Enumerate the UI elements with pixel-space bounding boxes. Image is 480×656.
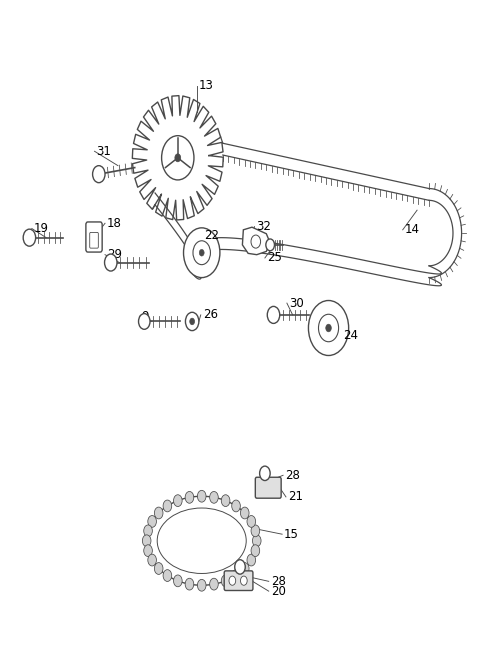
FancyBboxPatch shape xyxy=(224,571,253,590)
Text: 24: 24 xyxy=(343,329,359,342)
Text: 31: 31 xyxy=(96,145,111,157)
Circle shape xyxy=(251,544,260,556)
Text: 18: 18 xyxy=(107,216,122,230)
Circle shape xyxy=(267,306,280,323)
Circle shape xyxy=(174,495,182,506)
Circle shape xyxy=(326,324,331,332)
Circle shape xyxy=(163,500,172,512)
Circle shape xyxy=(144,544,152,556)
FancyBboxPatch shape xyxy=(90,232,98,248)
Circle shape xyxy=(174,575,182,586)
Text: 28: 28 xyxy=(285,469,300,482)
Circle shape xyxy=(197,579,206,591)
Circle shape xyxy=(185,491,194,503)
Circle shape xyxy=(197,490,206,502)
Circle shape xyxy=(252,535,261,546)
Circle shape xyxy=(199,249,204,256)
Circle shape xyxy=(235,560,245,574)
Text: 30: 30 xyxy=(289,297,303,310)
Circle shape xyxy=(93,166,105,182)
Text: 21: 21 xyxy=(288,491,303,503)
Text: 25: 25 xyxy=(267,251,282,264)
Circle shape xyxy=(266,239,275,251)
Circle shape xyxy=(148,554,156,566)
Circle shape xyxy=(210,491,218,503)
Circle shape xyxy=(240,576,247,585)
Text: 28: 28 xyxy=(271,575,286,588)
Circle shape xyxy=(163,569,172,581)
Circle shape xyxy=(251,525,260,537)
Circle shape xyxy=(240,563,249,575)
Circle shape xyxy=(210,578,218,590)
Circle shape xyxy=(221,575,230,586)
FancyBboxPatch shape xyxy=(255,478,281,498)
Circle shape xyxy=(240,507,249,519)
Circle shape xyxy=(247,516,256,527)
Text: 15: 15 xyxy=(284,527,299,541)
Circle shape xyxy=(260,466,270,481)
Text: 13: 13 xyxy=(199,79,214,92)
Circle shape xyxy=(155,507,163,519)
Circle shape xyxy=(155,563,163,575)
Circle shape xyxy=(23,229,36,246)
Circle shape xyxy=(185,578,194,590)
Circle shape xyxy=(232,569,240,581)
Circle shape xyxy=(143,535,151,546)
Text: 32: 32 xyxy=(256,220,271,233)
Circle shape xyxy=(221,495,230,506)
Text: 29: 29 xyxy=(107,248,122,261)
Circle shape xyxy=(144,525,152,537)
Circle shape xyxy=(183,228,220,277)
Circle shape xyxy=(105,254,117,271)
Circle shape xyxy=(148,516,156,527)
Circle shape xyxy=(229,576,236,585)
Circle shape xyxy=(232,500,240,512)
Circle shape xyxy=(175,154,180,162)
Circle shape xyxy=(193,241,210,264)
Text: 19: 19 xyxy=(34,222,48,235)
Circle shape xyxy=(247,554,256,566)
Text: 26: 26 xyxy=(203,308,217,321)
Polygon shape xyxy=(242,227,270,255)
Text: 22: 22 xyxy=(204,228,218,241)
Circle shape xyxy=(319,314,338,342)
Circle shape xyxy=(139,314,150,329)
Circle shape xyxy=(309,300,348,356)
Circle shape xyxy=(185,312,199,331)
Circle shape xyxy=(190,318,194,325)
Text: 20: 20 xyxy=(271,584,286,598)
Text: 14: 14 xyxy=(405,223,420,236)
Circle shape xyxy=(251,235,261,248)
FancyBboxPatch shape xyxy=(86,222,102,252)
Text: 9: 9 xyxy=(142,310,149,323)
Circle shape xyxy=(162,136,194,180)
